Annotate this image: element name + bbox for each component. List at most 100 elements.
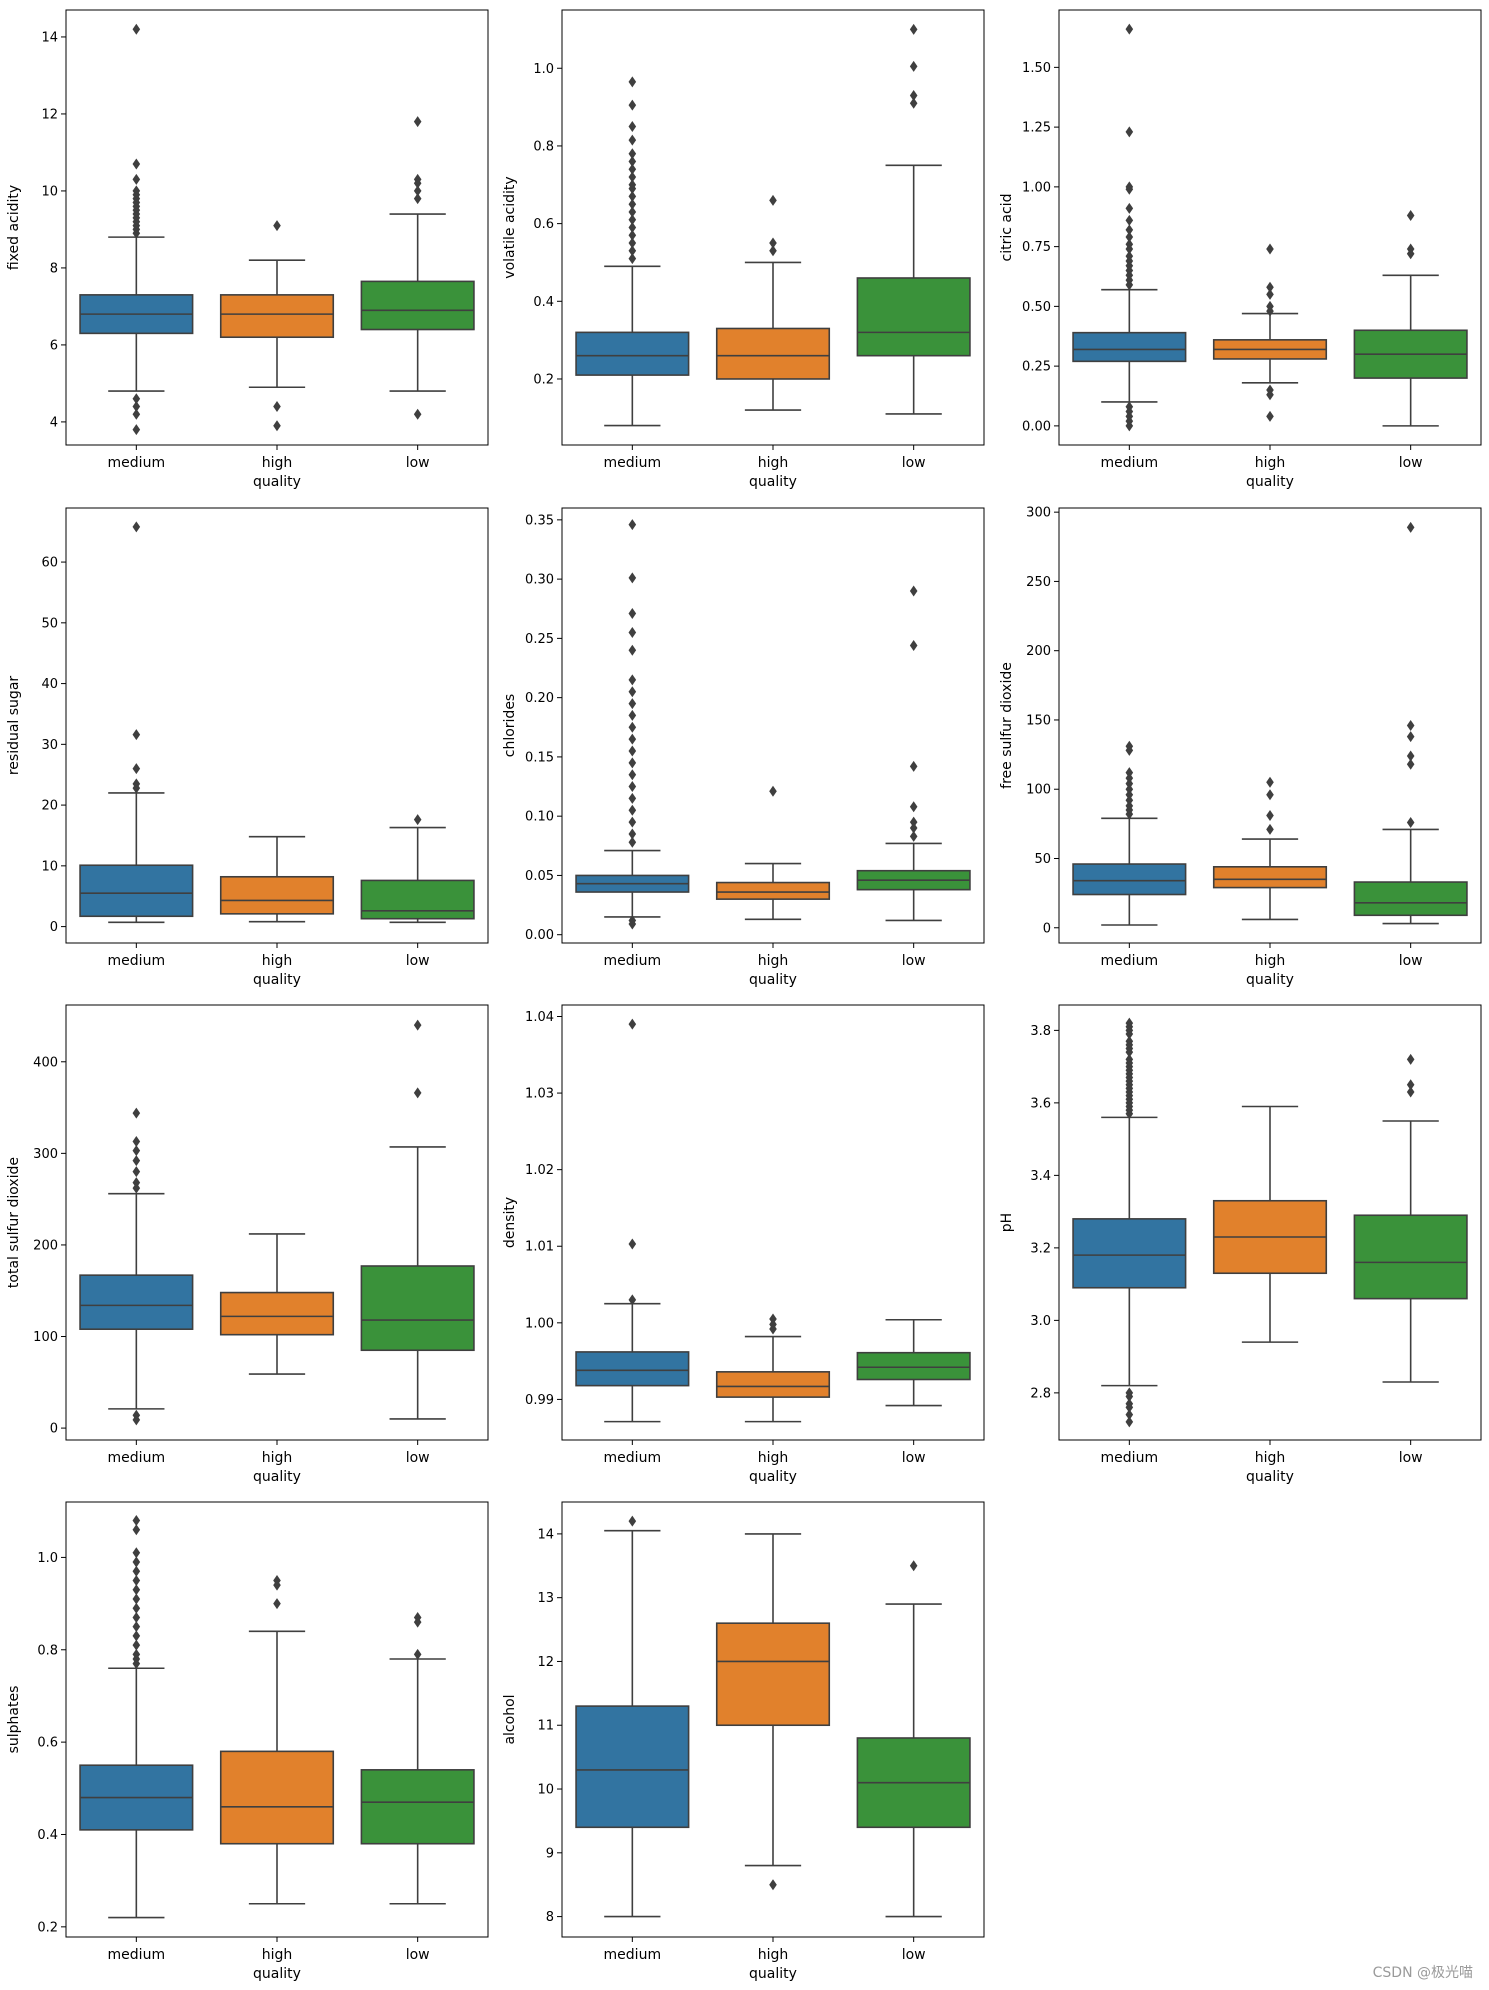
x-tick-label: medium: [604, 1947, 662, 1963]
outlier-point: [132, 763, 141, 775]
box-low: [360, 814, 475, 924]
x-tick-label: medium: [604, 953, 662, 969]
outlier-point: [628, 183, 637, 195]
outlier-point: [132, 1135, 141, 1147]
outlier-point: [132, 158, 141, 170]
x-tick-label: medium: [108, 953, 166, 969]
outlier-point: [909, 60, 918, 72]
x-tick-label: high: [758, 455, 789, 471]
outlier-point: [1125, 214, 1134, 226]
y-axis-label: residual sugar: [6, 676, 22, 776]
y-tick-label: 10: [41, 184, 58, 199]
y-tick-label: 10: [41, 859, 58, 874]
x-tick-label: low: [902, 1450, 926, 1466]
outlier-point: [1125, 243, 1134, 255]
box-iqr: [79, 864, 194, 918]
y-tick-label: 150: [1026, 713, 1051, 728]
box-medium: [575, 76, 690, 427]
x-axis-label: quality: [253, 1966, 301, 1982]
box-high: [1212, 1105, 1328, 1343]
outlier-point: [1125, 231, 1134, 243]
y-tick-label: 100: [1026, 783, 1051, 798]
outlier-point: [628, 792, 637, 804]
outlier-point: [413, 116, 422, 128]
box-iqr: [1072, 863, 1187, 896]
outlier-point: [132, 393, 141, 405]
x-axis-label: quality: [1246, 1469, 1294, 1485]
y-tick-label: 1.25: [1022, 121, 1051, 136]
outlier-point: [132, 1414, 141, 1426]
y-tick-label: 12: [537, 1655, 554, 1670]
box-high: [1212, 243, 1328, 422]
y-tick-label: 0.75: [1022, 240, 1051, 255]
y-tick-label: 0: [50, 1422, 58, 1437]
box-medium: [575, 519, 690, 930]
y-tick-label: 3.2: [1030, 1241, 1051, 1256]
outlier-point: [628, 626, 637, 638]
y-tick-label: 3.4: [1030, 1169, 1051, 1184]
outlier-point: [273, 1579, 281, 1591]
outlier-point: [1125, 420, 1134, 432]
y-axis-label: fixed acidity: [6, 185, 22, 270]
x-axis-label: quality: [749, 1966, 797, 1982]
box-medium: [79, 1514, 194, 1919]
outlier-point: [628, 155, 637, 167]
outlier-point: [132, 1107, 141, 1119]
y-tick-label: 1.0: [37, 1551, 58, 1566]
outlier-point: [1266, 823, 1274, 835]
x-tick-label: high: [1255, 953, 1286, 969]
y-tick-label: 14: [537, 1527, 554, 1542]
axes-frame: [65, 9, 489, 446]
box-iqr: [79, 1274, 194, 1330]
axes-frame: [65, 507, 489, 944]
y-tick-label: 0: [50, 920, 58, 935]
outlier-point: [769, 1323, 777, 1335]
box-medium: [1072, 1017, 1187, 1428]
outlier-point: [628, 253, 637, 265]
outlier-point: [1125, 202, 1134, 214]
box-medium: [79, 23, 194, 436]
outlier-point: [628, 698, 637, 710]
y-tick-label: 0.2: [37, 1920, 58, 1935]
box-iqr: [715, 1371, 831, 1398]
y-tick-label: 12: [41, 107, 58, 122]
outlier-point: [1406, 1079, 1415, 1091]
outlier-point: [628, 214, 637, 226]
box-low: [856, 23, 971, 415]
y-axis-label: total sulfur dioxide: [6, 1157, 22, 1288]
x-tick-label: medium: [604, 455, 662, 471]
outlier-point: [909, 23, 918, 35]
outlier-point: [628, 171, 637, 183]
subplot-8: 0.99 1.00 1.01 1.02 1.03 1.04 medium high low qua…: [502, 1004, 985, 1485]
y-tick-label: 30: [41, 738, 58, 753]
y-axis-label: free sulfur dioxide: [999, 662, 1015, 789]
outlier-point: [132, 521, 141, 533]
outlier-point: [628, 572, 637, 584]
outlier-point: [1125, 772, 1134, 784]
outlier-point: [628, 245, 637, 257]
x-tick-label: low: [1399, 1450, 1423, 1466]
box-low: [360, 1611, 475, 1905]
axes-frame: [1058, 507, 1482, 944]
box-iqr: [360, 1265, 475, 1352]
y-tick-label: 3.6: [1030, 1096, 1051, 1111]
y-tick-label: 0.00: [1022, 419, 1051, 434]
y-axis-label: pH: [999, 1213, 1015, 1232]
box-iqr: [715, 1622, 831, 1727]
x-tick-label: high: [262, 1450, 293, 1466]
box-iqr: [856, 1351, 971, 1381]
y-tick-label: 400: [33, 1055, 58, 1070]
watermark-text: CSDN @极光喵: [1372, 1965, 1473, 1981]
subplot-4: 0 10 20 30 40 50 60 medium high low quality residua…: [6, 507, 489, 988]
y-axis-label: sulphates: [6, 1686, 22, 1754]
outlier-point: [628, 745, 637, 757]
outlier-point: [909, 830, 918, 842]
outlier-point: [1125, 23, 1134, 35]
axes-frame: [561, 9, 985, 446]
y-tick-label: 1.00: [1022, 180, 1051, 195]
outlier-point: [628, 229, 637, 241]
outlier-point: [132, 1602, 141, 1614]
axes-frame: [561, 507, 985, 944]
y-axis-label: volatile acidity: [502, 176, 518, 278]
box-low: [856, 585, 971, 922]
